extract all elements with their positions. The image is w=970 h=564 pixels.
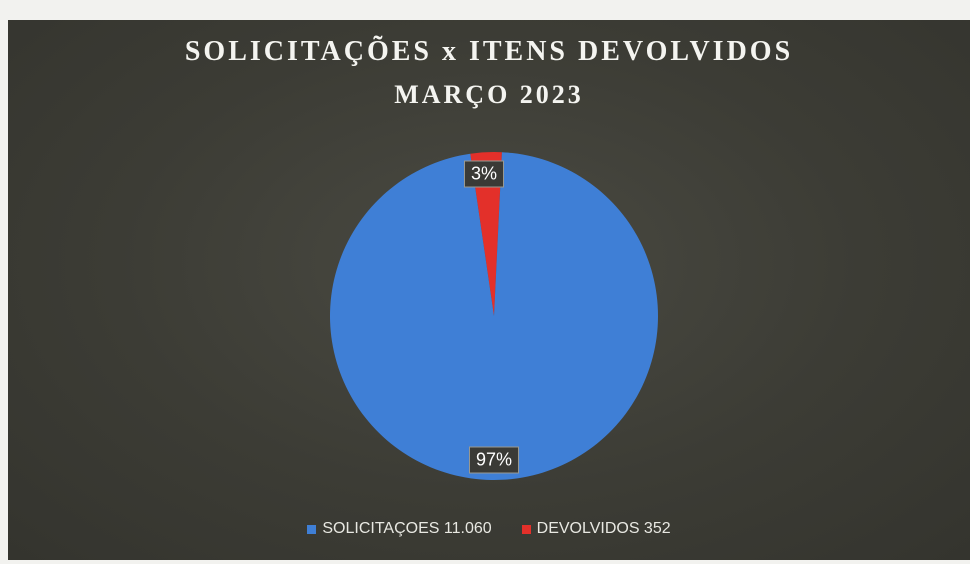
legend-item-solicitacoes: SOLICITAÇOES 11.060 bbox=[307, 520, 492, 538]
chart-title: SOLICITAÇÕES x ITENS DEVOLVIDOS bbox=[184, 36, 794, 67]
legend: SOLICITAÇOES 11.060 DEVOLVIDOS 352 bbox=[8, 520, 970, 538]
pie-slice-solicitacoes bbox=[329, 152, 658, 481]
pie-chart bbox=[329, 152, 658, 481]
legend-swatch-solicitacoes bbox=[307, 524, 317, 534]
legend-swatch-devolvidos bbox=[521, 524, 531, 534]
chart-frame: SOLICITAÇÕES x ITENS DEVOLVIDOS MARÇO 20… bbox=[8, 20, 970, 560]
slice-label-solicitacoes: 97% bbox=[468, 446, 520, 474]
pie-slice-devolvidos bbox=[470, 152, 502, 316]
legend-label-devolvidos: DEVOLVIDOS 352 bbox=[536, 520, 671, 537]
legend-item-devolvidos: DEVOLVIDOS 352 bbox=[521, 520, 671, 538]
chart-subtitle: MARÇO 2023 bbox=[394, 80, 584, 109]
slice-label-devolvidos: 3% bbox=[463, 160, 505, 188]
legend-label-solicitacoes: SOLICITAÇOES 11.060 bbox=[322, 520, 492, 537]
